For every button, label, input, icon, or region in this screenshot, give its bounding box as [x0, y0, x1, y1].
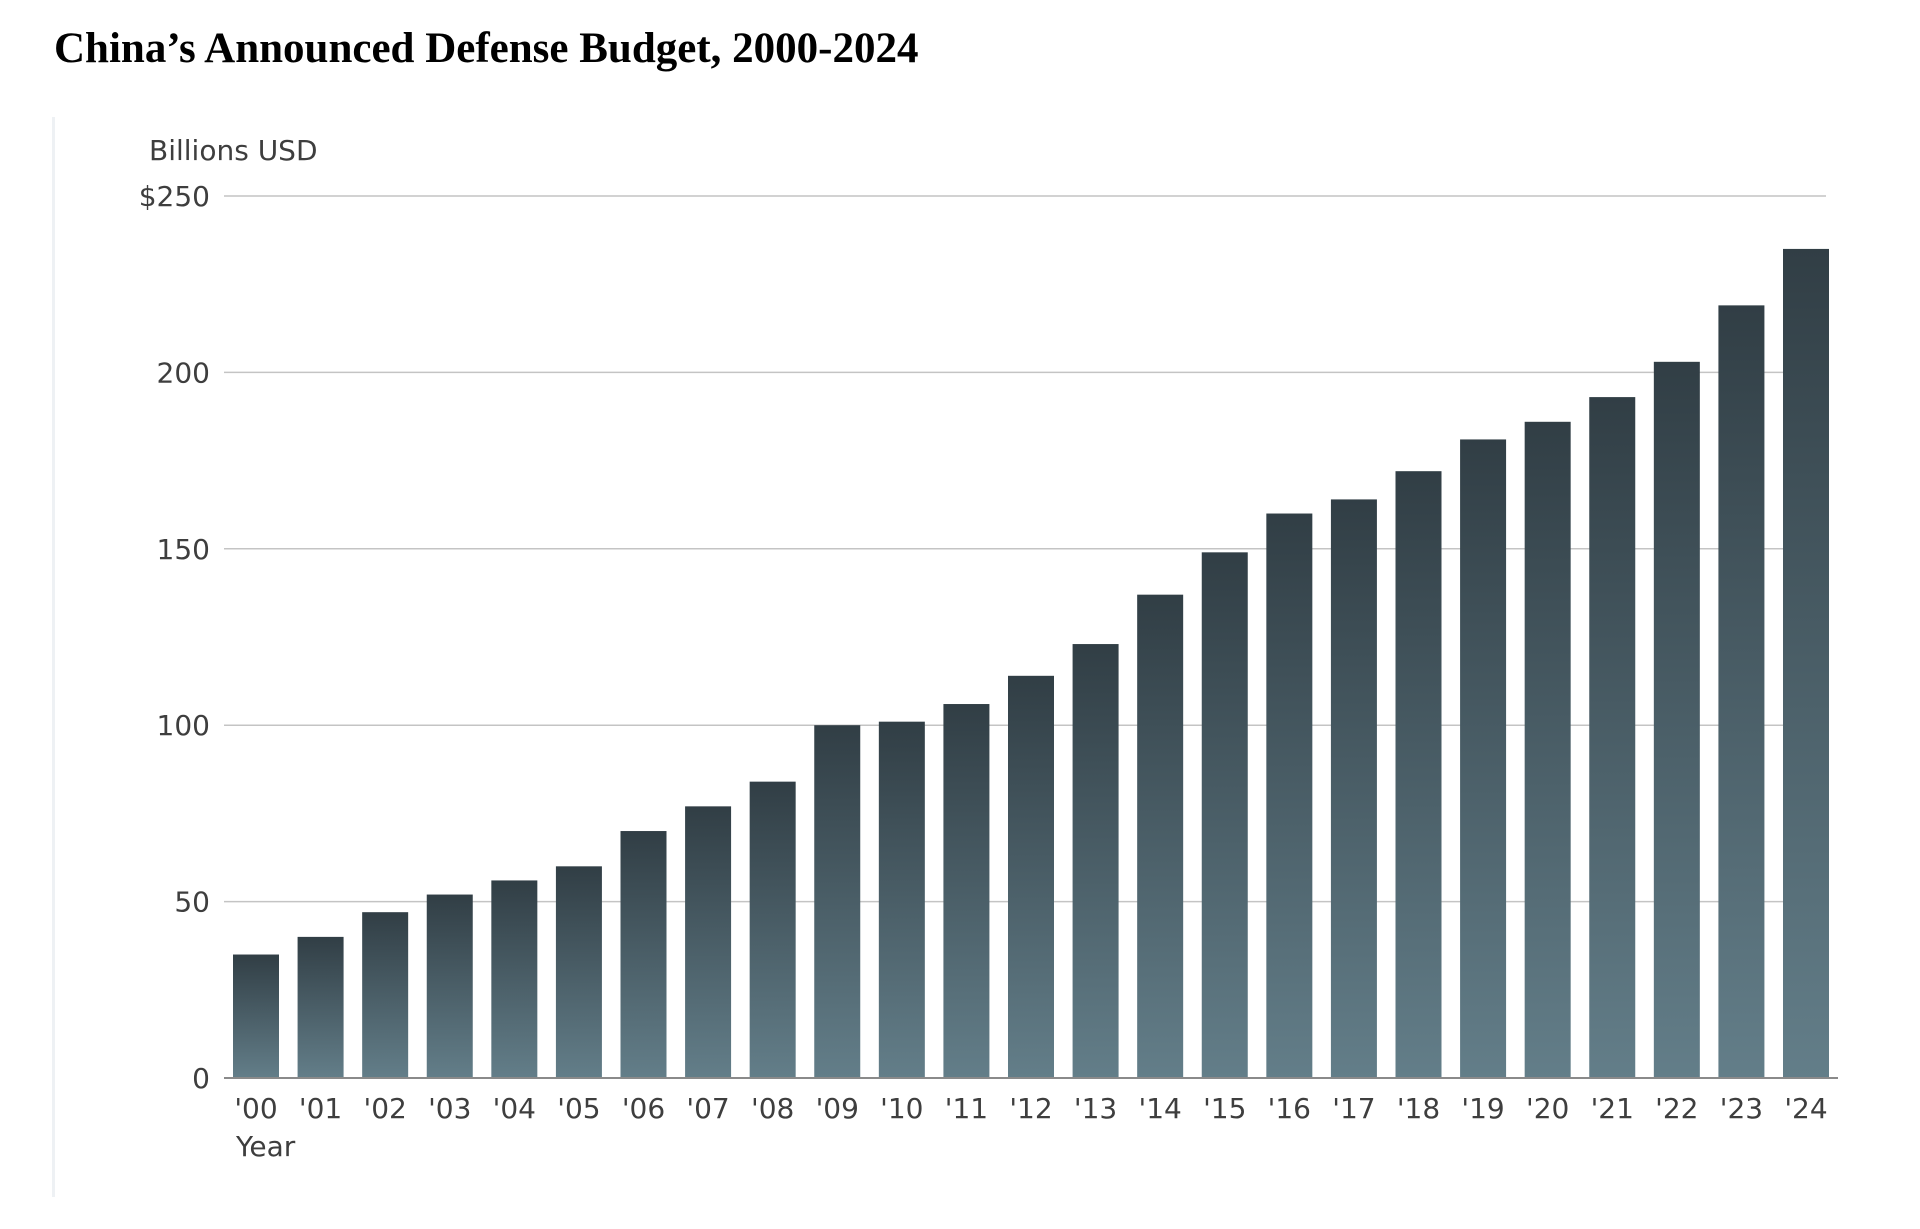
bar	[1653, 361, 1700, 1078]
y-tick-label: 100	[157, 709, 210, 742]
bar	[555, 866, 602, 1078]
x-tick-label: '14	[1139, 1092, 1182, 1125]
x-tick-label: '21	[1591, 1092, 1634, 1125]
bar	[1072, 644, 1119, 1078]
x-tick-label: '22	[1655, 1092, 1698, 1125]
x-tick-label: '02	[364, 1092, 407, 1125]
bar	[426, 894, 473, 1078]
bar	[1524, 421, 1571, 1078]
x-axis-label: Year	[235, 1130, 296, 1163]
y-tick-label: 150	[157, 533, 210, 566]
x-tick-label: '24	[1784, 1092, 1827, 1125]
bar	[233, 954, 279, 1078]
bar	[1460, 439, 1507, 1078]
bar	[878, 721, 925, 1078]
y-tick-label: 200	[157, 356, 210, 389]
bar	[491, 880, 538, 1078]
y-tick-label: $250	[139, 180, 210, 213]
x-tick-label: '19	[1461, 1092, 1504, 1125]
x-tick-label: '07	[686, 1092, 729, 1125]
x-tick-label: '13	[1074, 1092, 1117, 1125]
x-tick-label: '15	[1203, 1092, 1246, 1125]
bar	[1330, 499, 1377, 1079]
x-tick-label: '01	[299, 1092, 342, 1125]
bar	[1718, 305, 1765, 1078]
x-tick-label: '10	[880, 1092, 923, 1125]
axes: 0 50 100 150 200 $250 '00 '01 '02 '03 '04 '05 '06 '07…	[139, 180, 1838, 1125]
x-tick-label: '11	[945, 1092, 988, 1125]
x-tick-label: '06	[622, 1092, 665, 1125]
x-tick-label: '23	[1720, 1092, 1763, 1125]
bar	[1201, 552, 1248, 1078]
x-tick-label: '04	[493, 1092, 536, 1125]
bar	[362, 912, 409, 1078]
chart-panel	[52, 117, 1920, 1197]
x-tick-label: '18	[1397, 1092, 1440, 1125]
bar	[749, 781, 796, 1078]
x-tick-label: '17	[1332, 1092, 1375, 1125]
x-tick-label: '08	[751, 1092, 794, 1125]
x-tick-label: '03	[428, 1092, 471, 1125]
x-tick-label: '20	[1526, 1092, 1569, 1125]
x-tick-label: '05	[557, 1092, 600, 1125]
x-tick-label: '00	[234, 1092, 277, 1125]
x-tick-label: '12	[1009, 1092, 1052, 1125]
bar	[1395, 471, 1442, 1079]
y-tick-label: 0	[192, 1062, 210, 1095]
y-tick-label: 50	[174, 886, 210, 919]
bar	[620, 831, 667, 1078]
bar	[1008, 675, 1054, 1078]
y-axis-label: Billions USD	[149, 134, 318, 167]
x-tick-label: '16	[1268, 1092, 1311, 1125]
bars	[233, 248, 1829, 1079]
bar	[297, 936, 344, 1078]
bar	[1137, 594, 1184, 1078]
bar	[1266, 513, 1313, 1078]
x-tick-label: '09	[816, 1092, 859, 1125]
bar	[1783, 248, 1829, 1079]
bar	[1589, 397, 1636, 1078]
bar	[814, 725, 861, 1078]
bar	[685, 806, 732, 1078]
chart-title: China’s Announced Defense Budget, 2000-2…	[54, 25, 919, 72]
bar	[943, 704, 990, 1078]
